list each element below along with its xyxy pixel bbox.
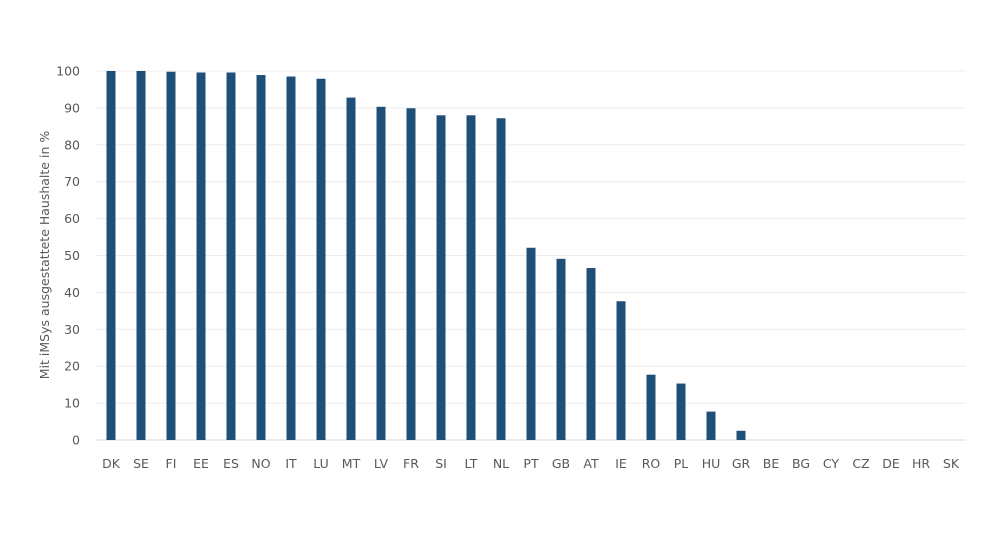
y-tick-label: 20 <box>64 359 80 374</box>
y-tick-label: 80 <box>64 137 80 152</box>
x-tick-label: CZ <box>852 456 869 471</box>
x-tick-label: ES <box>223 456 239 471</box>
y-tick-label: 100 <box>56 64 80 79</box>
x-tick-label: NO <box>251 456 270 471</box>
bar-fi <box>166 71 176 440</box>
x-tick-label: BG <box>792 456 810 471</box>
x-tick-label: LU <box>313 456 329 471</box>
bar-at <box>586 268 596 440</box>
y-tick-label: 30 <box>64 322 80 337</box>
bar-se <box>136 71 146 440</box>
x-tick-label: DK <box>102 456 121 471</box>
x-tick-label: GR <box>732 456 751 471</box>
x-tick-label: DE <box>882 456 900 471</box>
x-tick-label: RO <box>642 456 661 471</box>
bar-nl <box>496 118 506 441</box>
y-tick-label: 10 <box>64 396 80 411</box>
bar-lv <box>376 106 386 440</box>
x-tick-label: SK <box>943 456 960 471</box>
x-tick-label: EE <box>193 456 209 471</box>
y-tick-label: 70 <box>64 174 80 189</box>
bar-hu <box>706 411 716 440</box>
x-tick-label: LV <box>374 456 389 471</box>
y-tick-label: 0 <box>72 433 80 448</box>
bar-ro <box>646 374 656 440</box>
x-tick-label: FR <box>403 456 419 471</box>
bar-pt <box>526 247 536 440</box>
bar-no <box>256 75 266 441</box>
x-tick-label: IT <box>285 456 297 471</box>
x-tick-label: AT <box>583 456 599 471</box>
bar-es <box>226 72 236 440</box>
bar-fr <box>406 108 416 441</box>
y-axis-label: Mit iMSys ausgestattete Haushalte in % <box>37 131 52 380</box>
bar-it <box>286 76 296 440</box>
y-tick-label: 90 <box>64 100 80 115</box>
x-tick-label: BE <box>763 456 780 471</box>
y-tick-label: 50 <box>64 248 80 263</box>
bar-gb <box>556 258 566 440</box>
bar-lt <box>466 115 476 440</box>
y-tick-label: 40 <box>64 285 80 300</box>
bar-ie <box>616 301 626 440</box>
bar-dk <box>106 71 116 440</box>
bar-gr <box>736 430 746 440</box>
x-tick-label: MT <box>342 456 361 471</box>
bar-si <box>436 115 446 440</box>
bar-lu <box>316 78 326 441</box>
bar-pl <box>676 383 686 440</box>
x-tick-label: FI <box>166 456 177 471</box>
x-tick-label: PT <box>523 456 539 471</box>
x-tick-label: SI <box>435 456 447 471</box>
x-tick-label: SE <box>133 456 149 471</box>
bar-ee <box>196 72 206 440</box>
x-tick-label: IE <box>615 456 627 471</box>
bar-mt <box>346 97 356 441</box>
x-tick-label: GB <box>552 456 570 471</box>
x-tick-label: CY <box>823 456 840 471</box>
x-tick-label: HU <box>702 456 721 471</box>
x-tick-label: NL <box>493 456 509 471</box>
y-tick-label: 60 <box>64 211 80 226</box>
x-tick-label: PL <box>674 456 689 471</box>
x-tick-label: LT <box>465 456 478 471</box>
x-tick-label: HR <box>912 456 930 471</box>
